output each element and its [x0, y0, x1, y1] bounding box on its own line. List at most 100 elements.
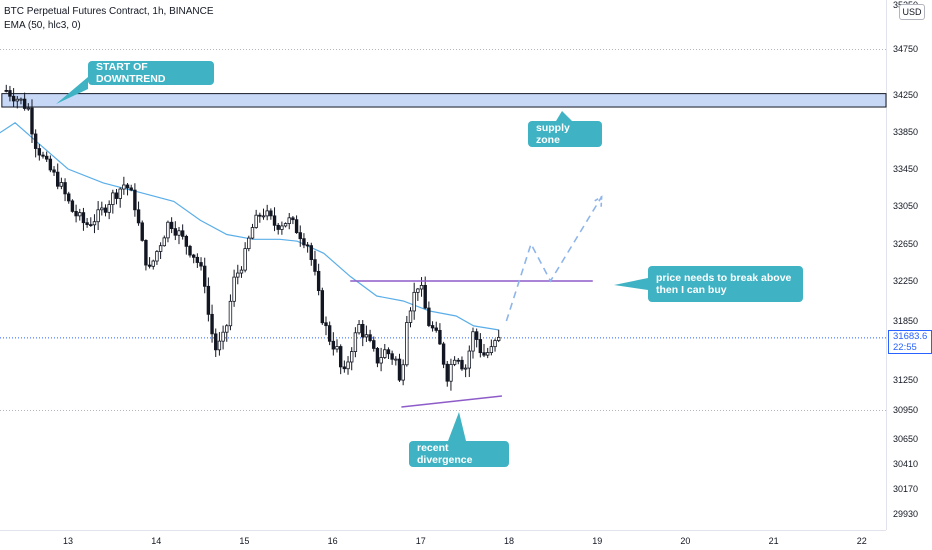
candle-body	[305, 244, 310, 247]
candle-body	[478, 339, 483, 354]
candle-body	[482, 352, 486, 356]
candle-body	[441, 343, 446, 365]
candle-body	[463, 367, 468, 370]
start-downtrend-callout[interactable]: START OF DOWNTREND	[88, 61, 214, 85]
candle-body	[485, 352, 490, 356]
candle-body	[291, 217, 295, 221]
candle-body	[232, 276, 236, 302]
candle-body	[136, 209, 141, 224]
candle-body	[37, 148, 42, 156]
candle-body	[85, 222, 89, 225]
candle-body	[228, 300, 233, 327]
candle-body	[276, 224, 280, 230]
candle-body	[294, 219, 299, 234]
candle-body	[287, 217, 291, 224]
candle-body	[452, 359, 457, 365]
candle-body	[474, 331, 479, 340]
candle-body	[63, 182, 67, 195]
candle-body	[375, 348, 380, 364]
candle-body	[81, 212, 86, 224]
start-downtrend-pointer	[56, 77, 88, 104]
candle-body	[221, 331, 225, 342]
candle-body	[133, 189, 137, 211]
candle-body	[335, 346, 339, 350]
ema-legend[interactable]: EMA (50, hlc3, 0)	[4, 20, 81, 31]
x-tick-label-3: 16	[328, 536, 338, 546]
y-tick-label-9: 30950	[893, 405, 918, 415]
divergence-trendline	[401, 395, 503, 408]
candle-body	[11, 95, 16, 102]
candle-body	[316, 270, 321, 291]
candle-body	[173, 228, 178, 236]
candle-body	[19, 98, 23, 101]
candle-body	[107, 204, 111, 213]
candle-body	[265, 210, 269, 217]
candle-body	[361, 324, 365, 338]
candle-body	[302, 238, 306, 246]
y-tick-label-1: 34250	[893, 90, 918, 100]
candle-body	[250, 227, 255, 239]
candle-body	[162, 237, 166, 247]
candle-body	[272, 215, 277, 226]
chart-title: BTC Perpetual Futures Contract, 1h, BINA…	[4, 6, 214, 17]
candle-body	[438, 329, 442, 345]
candle-body	[497, 336, 501, 341]
candle-body	[180, 230, 185, 237]
candle-body	[122, 184, 126, 190]
supply-zone-callout[interactable]: supply zone	[528, 121, 602, 147]
candle-body	[129, 187, 133, 191]
candle-body	[144, 239, 148, 266]
candle-body	[184, 235, 189, 247]
x-tick-label-9: 22	[857, 536, 867, 546]
candle-body	[225, 325, 229, 333]
candle-body	[261, 215, 266, 218]
candle-body	[67, 193, 71, 202]
candle-body	[169, 221, 174, 230]
candle-body	[247, 237, 251, 250]
y-tick-label-6: 32250	[893, 276, 918, 286]
x-tick-label-5: 18	[504, 536, 514, 546]
candle-body	[199, 262, 203, 267]
candle-body	[379, 357, 383, 364]
candle-body	[151, 260, 155, 267]
projection-path	[505, 196, 603, 322]
candle-body	[342, 366, 347, 370]
candle-body	[114, 192, 119, 199]
candle-body	[96, 209, 100, 223]
candle-body	[30, 107, 34, 135]
x-tick-label-0: 13	[63, 536, 73, 546]
bar-countdown: 22:55	[893, 342, 917, 353]
candle-body	[416, 288, 420, 293]
candle-body	[92, 221, 97, 226]
y-tick-label-10: 30650	[893, 434, 918, 444]
candle-body	[100, 207, 104, 211]
candle-body	[434, 327, 438, 331]
candle-body	[103, 207, 108, 213]
candle-body	[217, 340, 222, 351]
candle-body	[33, 133, 38, 149]
divergence-callout[interactable]: recent divergence	[409, 441, 509, 467]
y-tick-label-5: 32650	[893, 239, 918, 249]
candle-body	[320, 290, 325, 324]
candle-body	[298, 232, 302, 240]
candle-body	[357, 324, 361, 334]
currency-button[interactable]: USD	[899, 4, 925, 20]
candle-body	[327, 325, 332, 342]
candle-body	[408, 310, 413, 323]
candle-body	[346, 361, 350, 370]
candle-body	[258, 214, 262, 217]
y-tick-label-8: 31250	[893, 375, 918, 385]
candle-body	[89, 224, 93, 226]
candle-body	[383, 349, 387, 358]
candle-body	[4, 90, 8, 92]
candle-body	[195, 256, 200, 263]
y-tick-label-11: 30410	[893, 459, 918, 469]
candle-body	[489, 346, 494, 353]
candle-body	[236, 272, 240, 278]
candle-body	[203, 265, 207, 287]
y-tick-label-0: 34750	[893, 44, 918, 54]
breakout-callout[interactable]: price needs to break above then I can bu…	[648, 266, 803, 302]
x-tick-label-2: 15	[239, 536, 249, 546]
